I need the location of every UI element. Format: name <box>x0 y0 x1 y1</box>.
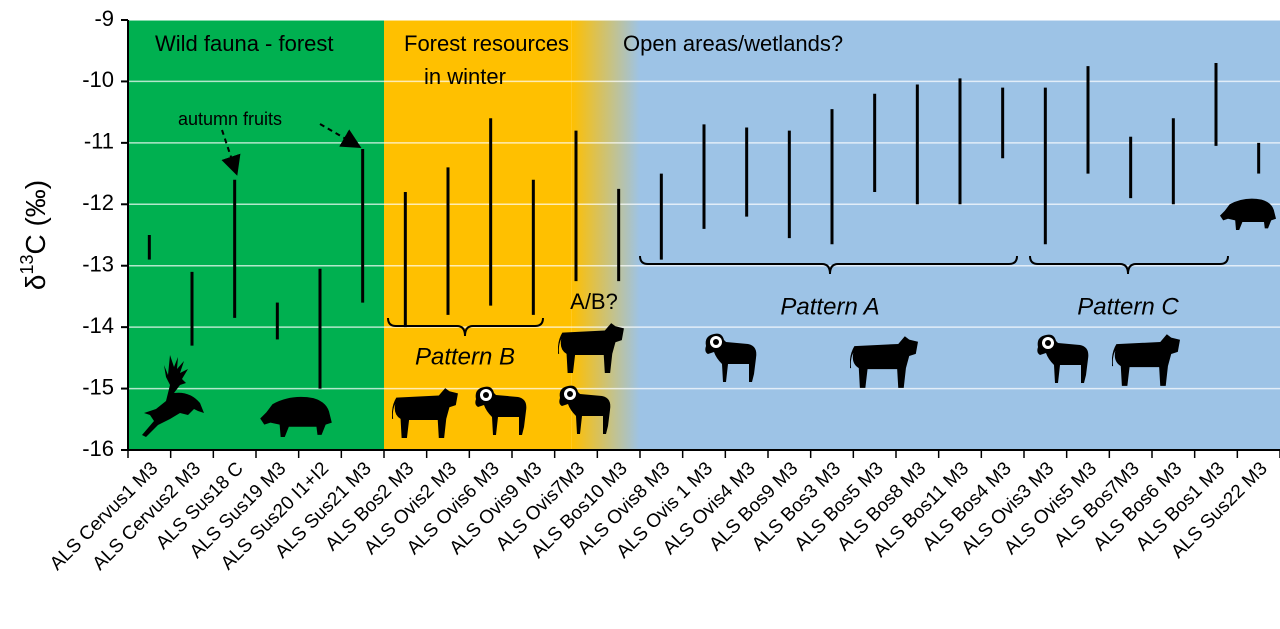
y-tick-label: -14 <box>82 313 114 338</box>
bracket <box>1029 255 1229 275</box>
arrow <box>319 123 362 149</box>
y-tick-label: -9 <box>94 6 114 31</box>
y-axis-label: δ13C (‰) <box>17 180 52 290</box>
region-label: in winter <box>424 64 506 89</box>
bracket <box>639 255 1018 275</box>
region-label: Forest resources <box>404 31 569 56</box>
annotation: autumn fruits <box>178 109 282 129</box>
region-bg <box>384 20 572 450</box>
y-label-part: δ <box>20 275 51 291</box>
y-tick-label: -13 <box>82 252 114 277</box>
region-label: Open areas/wetlands? <box>623 31 843 56</box>
y-tick-label: -15 <box>82 374 114 399</box>
pattern-label: A/B? <box>570 289 618 314</box>
region-bg <box>571 20 640 450</box>
y-label-sup: 13 <box>17 255 37 275</box>
bracket <box>387 317 544 337</box>
arrow <box>221 129 241 176</box>
annotations: Wild fauna - forest Forest resources in … <box>155 31 1229 370</box>
y-tick-label: -10 <box>82 67 114 92</box>
y-tick-label: -11 <box>84 129 114 154</box>
pattern-label: Pattern A <box>780 293 879 320</box>
pattern-label: Pattern B <box>415 343 515 370</box>
y-tick-label: -12 <box>82 190 114 215</box>
region-bg <box>128 20 384 450</box>
region-label: Wild fauna - forest <box>155 31 334 56</box>
y-tick-label: -16 <box>82 436 114 461</box>
pattern-label: Pattern C <box>1077 293 1179 320</box>
y-label-part: C (‰) <box>20 180 51 255</box>
